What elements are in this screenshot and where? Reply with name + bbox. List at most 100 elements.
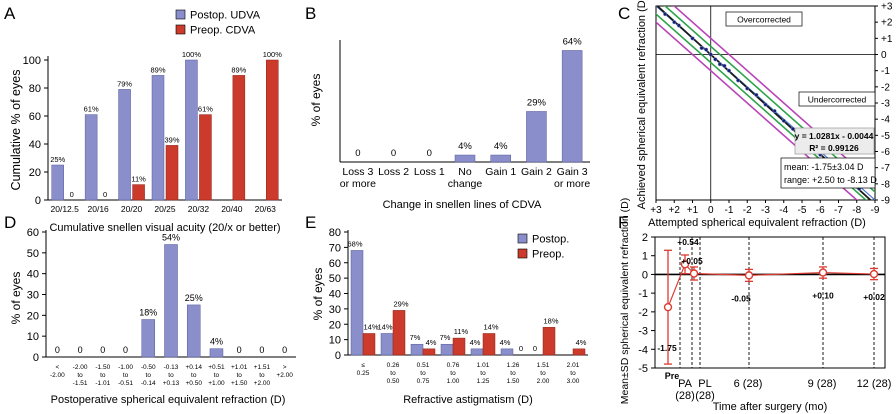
panel-e-bar-postop	[350, 250, 364, 356]
panel-d-x-tick-label: -0.50	[141, 364, 156, 371]
panel-e-x-tick-label: 1.51	[537, 362, 550, 369]
panel-c-x-tick-label: -1	[725, 205, 734, 216]
panel-e-x-tick-label: 0.25	[357, 370, 370, 377]
panel-letter-d: D	[4, 213, 16, 232]
panel-f-point-label: +0.54	[677, 237, 699, 247]
panel-f-mean-marker	[689, 269, 699, 278]
panel-e-y-tick-label: 80	[329, 227, 341, 239]
panel-c-region-box	[798, 91, 876, 107]
panel-a-bar-cdva	[199, 114, 212, 201]
panel-c-y-tick-label: -5	[881, 131, 890, 142]
panel-e-y-tick-label: 60	[329, 258, 341, 270]
panel-c-data-point	[772, 109, 777, 114]
panel-b-x-tick-label: Loss 2	[378, 166, 409, 178]
panel-b-data-label: 29%	[527, 97, 547, 108]
panel-a-data-label: 25%	[50, 155, 65, 164]
panel-c-x-label: Attempted spherical equivalent refractio…	[648, 217, 866, 229]
panel-c-data-point	[736, 78, 741, 83]
panel-a-x-tick-label: 20/25	[154, 204, 176, 214]
panel-e-data-label: 18%	[543, 316, 558, 325]
panel-d-x-tick-label: +1.51	[254, 364, 271, 371]
panel-f-x-tick-label: Pre	[665, 371, 680, 381]
panel-e-data-label: 7%	[410, 333, 421, 342]
panel-e-data-label: 4%	[500, 338, 511, 347]
panel-c-y-tick-label: +3	[881, 2, 893, 13]
panel-d-x-tick-label: to	[77, 372, 83, 379]
panel-e-x-label: Refractive astigmatism (D)	[403, 394, 533, 406]
panel-b-x-tick-label: Gain 2	[521, 166, 552, 178]
panel-c-y-tick-label: -7	[881, 163, 890, 174]
panel-d-bar	[186, 304, 201, 358]
panel-c-data-point	[676, 23, 681, 28]
panel-d-x-tick-label: <	[55, 364, 59, 371]
panel-e-x-tick-label: to	[570, 370, 576, 377]
panel-c-stats-mean: mean: -1.75±3.04 D	[784, 162, 864, 172]
panel-d-x-tick-label: +0.50	[186, 380, 203, 387]
panel-c-data-point	[690, 36, 695, 41]
panel-a-data-label: 39%	[164, 135, 179, 144]
panel-d-x-tick-label: to	[236, 372, 242, 379]
panel-a-x-tick-label: 20/12.5	[51, 204, 80, 214]
panel-e-x-tick-label: 0.75	[417, 378, 430, 385]
panel-a-data-label: 89%	[231, 65, 246, 74]
panel-c-data-point	[754, 92, 759, 97]
panel-f-mean-marker	[680, 260, 690, 269]
panel-d-x-tick-label: -1.00	[118, 364, 133, 371]
panel-b-x-tick-label: Loss 1	[414, 166, 445, 178]
panel-b-x-tick-label: or more	[340, 178, 376, 190]
panel-d-bar	[141, 319, 156, 358]
panel-a-data-label: 11%	[131, 175, 146, 184]
panel-e-x-tick-label: to	[480, 370, 486, 377]
panel-e-x-tick-label: ≤	[361, 362, 365, 369]
panel-e-data-label: 11%	[454, 327, 469, 336]
panel-d-x-label: Postoperative spherical equivalent refra…	[51, 394, 286, 406]
panel-c-y-tick-label: +2	[881, 18, 893, 29]
panel-b-data-label: 4%	[458, 141, 472, 152]
panel-c-data-point	[672, 20, 677, 25]
panel-b-bar	[561, 50, 583, 163]
panel-e-y-tick-label: 10	[329, 335, 341, 347]
panel-f-mean-marker	[663, 302, 673, 312]
panel-a-data-label: 61%	[198, 105, 213, 114]
panel-d-x-tick-label: -1.50	[95, 364, 110, 371]
panel-c-x-tick-label: -4	[779, 205, 788, 216]
panel-c-y-tick-label: -4	[881, 115, 890, 126]
panel-e-data-label: 29%	[393, 299, 408, 308]
panel-e-y-tick-label: 70	[329, 242, 341, 254]
panel-d-x-tick-label: -2.00	[73, 364, 88, 371]
panel-e-x-tick-label: 1.25	[477, 378, 490, 385]
panel-c-data-point	[663, 12, 668, 17]
panel-a-x-tick-label: 20/16	[88, 204, 110, 214]
panel-a-y-tick-label: 80	[29, 83, 41, 95]
panel-f-mean-line	[667, 263, 875, 308]
panel-e-legend-label: Preop.	[532, 249, 564, 261]
panel-d-y-tick-label: 10	[27, 331, 39, 343]
panel-f-point-label: +0.02	[863, 292, 885, 302]
panel-f-y-tick-label: -4	[638, 344, 648, 356]
panel-f-mean-marker	[744, 271, 754, 280]
panel-e-x-tick-label: 1.01	[477, 362, 490, 369]
panel-a-bar-cdva	[232, 75, 246, 201]
panel-e-x-tick-label: to	[540, 370, 546, 377]
panel-c-x-tick-label: -3	[761, 205, 770, 216]
panel-a-y-tick-label: 40	[29, 139, 41, 151]
panel-e-x-tick-label: 0.51	[417, 362, 430, 369]
panel-f-plot-frame	[654, 236, 886, 369]
panel-b-bar	[454, 154, 476, 163]
panel-a-y-tick-label: 60	[29, 111, 41, 123]
panel-d-data-label: 25%	[185, 293, 203, 303]
panel-c-band-line-outer	[656, 21, 858, 200]
panel-a-data-label: 100%	[263, 50, 283, 59]
panel-a-bar-cdva	[266, 59, 279, 201]
panel-c-y-tick-label: -2	[881, 82, 890, 93]
panel-f-x-tick-label: 9 (28)	[808, 378, 837, 390]
panel-a-data-label: 89%	[150, 65, 165, 74]
panel-e-bar-postop	[500, 348, 514, 356]
panel-d-x-tick-label: +2.00	[276, 372, 293, 379]
panel-d-x-tick-label: -2.00	[50, 372, 65, 379]
panel-e-bar-postop	[380, 333, 394, 356]
panel-c-x-tick-label: -6	[816, 205, 825, 216]
panel-d-data-label: 54%	[162, 233, 180, 243]
panel-f-y-tick-label: -2	[638, 307, 648, 319]
panel-e-legend-swatch	[517, 233, 528, 244]
